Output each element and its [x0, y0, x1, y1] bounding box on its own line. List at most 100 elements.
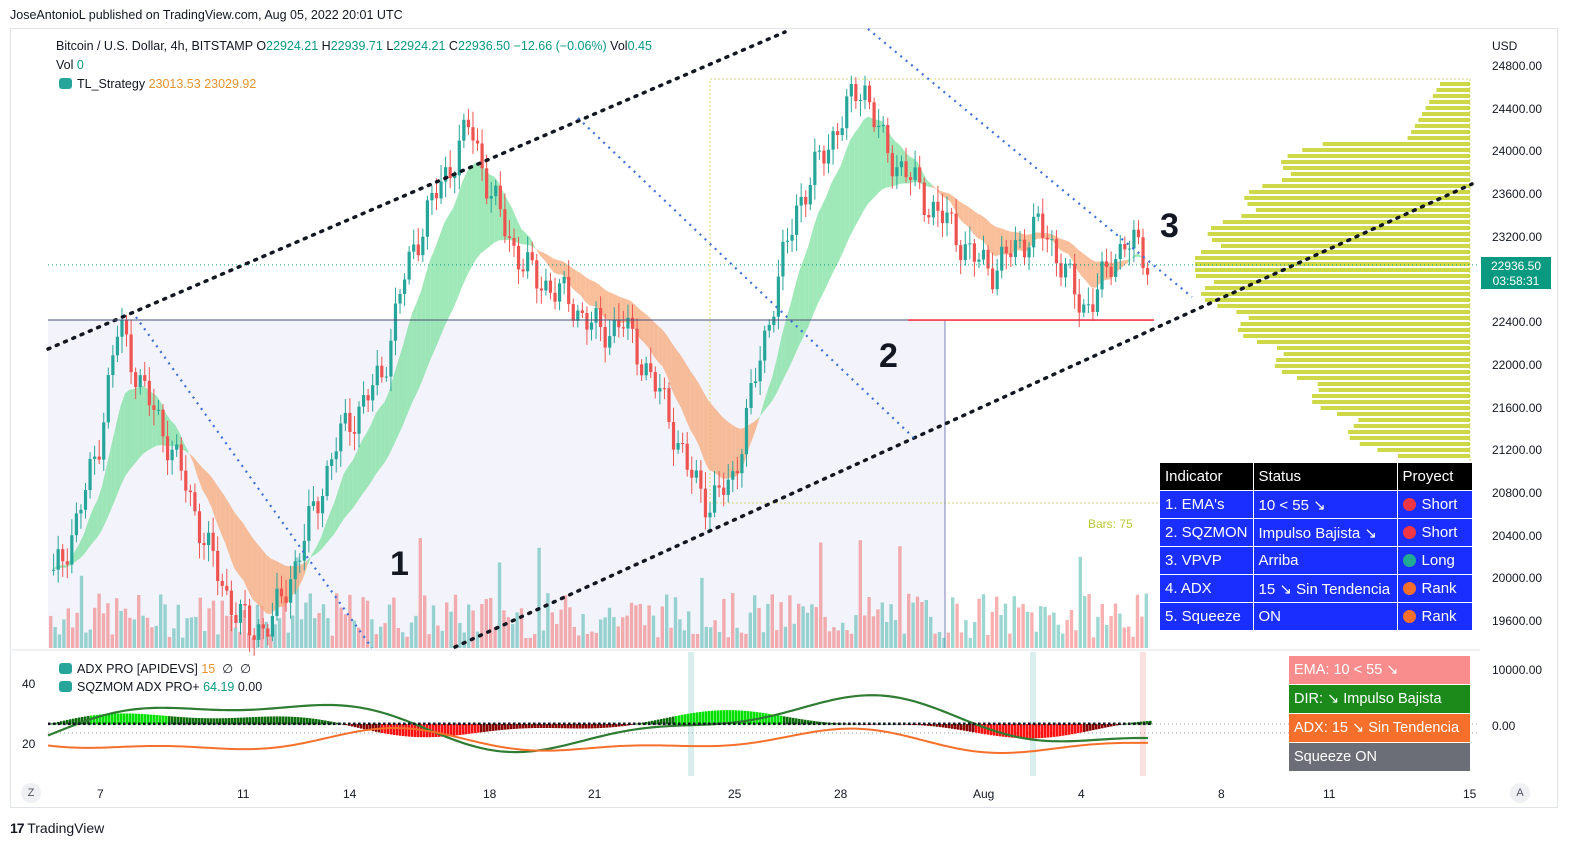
volume-bar: [753, 595, 757, 648]
volume-bar: [401, 632, 405, 648]
momentum-bar: [315, 719, 318, 725]
price-tick: 23200.00: [1492, 229, 1543, 244]
tradingview-logo[interactable]: 17 TradingView: [10, 820, 105, 836]
candle: [152, 405, 156, 410]
volume-bar: [885, 622, 889, 648]
volume-legend: Vol 0: [56, 58, 84, 72]
annotation-1: 1: [390, 545, 409, 583]
sqzmom-legend[interactable]: SQZMOM ADX PRO+ 64.19 0.00: [59, 680, 262, 694]
volume-bar: [79, 575, 84, 648]
squeeze-dot: [103, 722, 106, 726]
candle: [156, 409, 161, 411]
ema-ribbon-segment: [444, 215, 449, 328]
volume-bar: [247, 633, 251, 648]
candle: [567, 276, 571, 305]
squeeze-dot: [753, 722, 756, 726]
candle: [1100, 261, 1104, 290]
squeeze-dot: [978, 722, 981, 726]
volume-bar: [405, 636, 409, 648]
candle: [1009, 253, 1013, 257]
momentum-bar: [1014, 724, 1017, 738]
candle: [261, 624, 265, 629]
ema-ribbon-segment: [357, 440, 362, 502]
ema-ribbon-segment: [621, 297, 627, 323]
squeeze-dot: [663, 722, 666, 726]
momentum-bar: [81, 716, 84, 725]
volume-bar: [84, 632, 88, 648]
squeeze-dot: [298, 722, 301, 726]
adx-legend[interactable]: ADX PRO [APIDEVS] 15 ∅ ∅: [59, 661, 251, 676]
status-dot-icon: [1402, 498, 1416, 511]
candle: [667, 388, 671, 423]
volume-bar: [436, 625, 440, 648]
momentum-bar: [690, 713, 693, 725]
momentum-bar: [969, 724, 972, 732]
candle: [991, 268, 995, 290]
ema-ribbon-segment: [539, 251, 545, 260]
ema-ribbon-segment: [544, 253, 549, 266]
volume-profile-bar: [1422, 112, 1470, 116]
volume-bar: [414, 615, 418, 648]
candle: [621, 327, 625, 329]
momentum-bar: [792, 717, 795, 725]
squeeze-highlight: [1030, 652, 1036, 776]
ema-ribbon-segment: [772, 358, 777, 401]
candle: [913, 167, 917, 180]
candle: [211, 532, 215, 551]
candle: [402, 279, 407, 294]
momentum-bar: [801, 719, 804, 725]
volume-bar: [57, 634, 62, 648]
momentum-bar: [936, 724, 939, 727]
volume-bar: [845, 630, 849, 648]
volume-bar: [229, 616, 233, 648]
momentum-bar: [390, 724, 393, 735]
momentum-bar: [336, 722, 339, 725]
auto-scale-button[interactable]: A: [1510, 783, 1530, 803]
volume-bar: [211, 600, 216, 648]
squeeze-dot: [258, 722, 261, 726]
zoom-button[interactable]: Z: [21, 783, 41, 803]
volume-bar: [1003, 603, 1008, 648]
candle: [1073, 263, 1077, 295]
candle: [899, 161, 904, 168]
volume-bar: [1069, 609, 1074, 648]
ema-ribbon-segment: [699, 384, 704, 460]
strategy-legend[interactable]: TL_Strategy 23013.53 23029.92: [59, 77, 256, 91]
range-shade: [48, 320, 945, 648]
momentum-bar: [1083, 724, 1086, 732]
squeeze-dot: [658, 722, 661, 726]
ema-ribbon-segment: [156, 395, 162, 446]
candle: [526, 252, 530, 272]
ema-ribbon-segment: [421, 274, 426, 384]
volume-bar: [955, 603, 959, 648]
candle: [544, 280, 548, 291]
candle: [726, 479, 730, 495]
candle: [193, 492, 197, 512]
candle: [1000, 246, 1004, 271]
volume-bar: [726, 637, 730, 648]
volume-profile-bar: [1411, 130, 1470, 134]
volume-bar: [757, 608, 761, 648]
candle: [243, 603, 247, 606]
volume-profile-bar: [1317, 382, 1470, 386]
volume-bar: [1122, 627, 1126, 648]
candle: [1086, 304, 1090, 306]
candle: [229, 590, 233, 616]
volume-bar: [603, 617, 607, 648]
volume-bar: [801, 606, 805, 648]
volume-bar: [1083, 596, 1087, 648]
ema-ribbon-segment: [813, 213, 818, 315]
squeeze-dot: [68, 722, 71, 726]
squeeze-dot: [923, 722, 926, 726]
candle: [1050, 239, 1054, 241]
ema-ribbon-segment: [1073, 244, 1078, 271]
frog-icon: [59, 681, 72, 692]
candle: [225, 585, 229, 591]
ema-ribbon-segment: [475, 162, 481, 260]
ema-ribbon-segment: [712, 405, 718, 475]
volume-bar: [559, 609, 563, 648]
ema-ribbon-segment: [671, 343, 677, 400]
candle: [1091, 304, 1095, 312]
squeeze-dot: [733, 722, 736, 726]
